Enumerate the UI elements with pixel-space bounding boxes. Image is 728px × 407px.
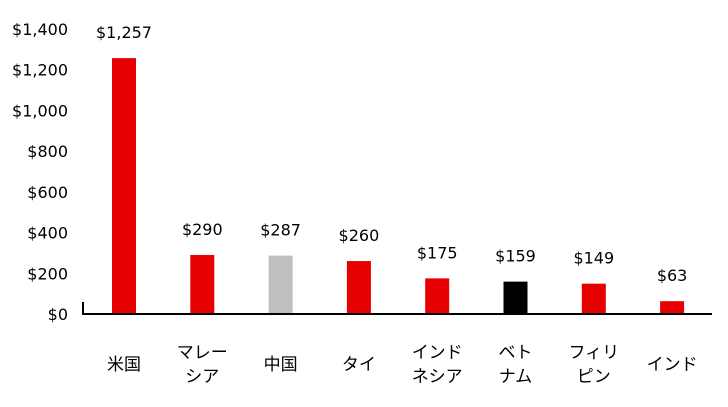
y-tick-label: $400 (27, 224, 68, 243)
data-label: $149 (573, 249, 614, 268)
y-tick-label: $1,200 (12, 61, 68, 80)
bar (346, 261, 371, 314)
data-label: $63 (657, 266, 688, 285)
y-tick-label: $1,000 (12, 101, 68, 120)
x-tick-label: 中国 (264, 355, 298, 375)
x-tick-label: ネシア (412, 367, 463, 387)
x-tick-label: インド (412, 343, 463, 363)
x-tick-label: ベト (499, 343, 533, 363)
x-tick-label: 米国 (107, 355, 141, 375)
x-tick-label: マレー (177, 343, 228, 363)
bar (503, 281, 528, 314)
y-tick-label: $800 (27, 142, 68, 161)
x-tick-label: インド (647, 355, 698, 375)
y-tick-label: $1,400 (12, 20, 68, 39)
bar (268, 255, 293, 314)
x-tick-label: ピン (577, 367, 611, 387)
bar (660, 301, 685, 314)
data-label: $1,257 (96, 23, 152, 42)
data-label: $159 (495, 247, 536, 266)
x-tick-label: タイ (342, 355, 376, 375)
y-tick-label: $0 (48, 305, 68, 324)
data-label: $175 (417, 243, 458, 262)
bar (581, 283, 606, 314)
data-label: $287 (260, 221, 301, 240)
y-tick-label: $600 (27, 183, 68, 202)
x-tick-label: フィリ (568, 343, 619, 363)
data-label: $290 (182, 220, 223, 239)
y-tick-label: $200 (27, 264, 68, 283)
bar (112, 58, 136, 314)
x-tick-label: ナム (499, 367, 533, 387)
bar (190, 254, 215, 314)
data-label: $260 (339, 226, 380, 245)
x-tick-label: シア (185, 367, 219, 387)
bar (425, 278, 450, 314)
